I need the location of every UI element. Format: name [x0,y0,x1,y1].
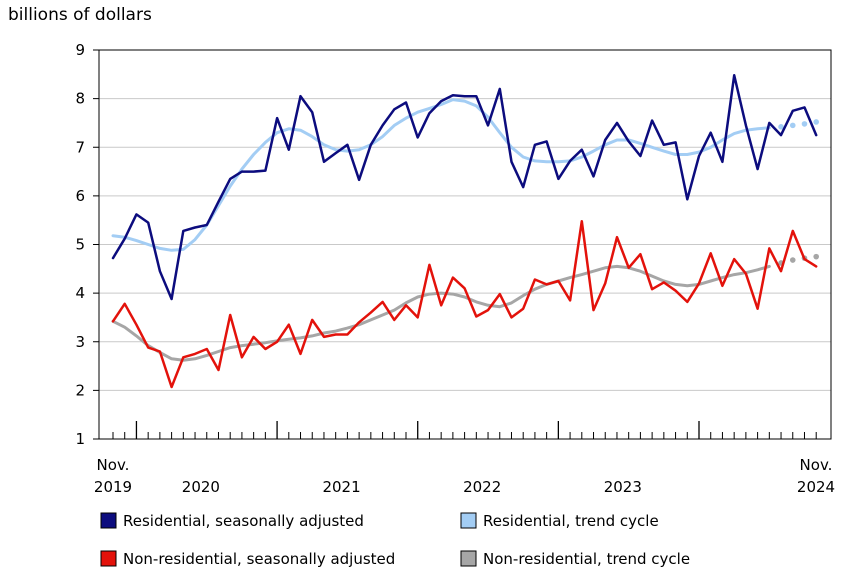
series-point-residential-trend-cycle [778,124,784,130]
x-axis-labels: Nov. 2019 Nov. 2024 2020 2021 2022 2023 [94,456,835,496]
y-tick-label: 2 [75,381,85,399]
y-tick-label: 5 [75,236,85,254]
x-start-month-label: Nov. [97,456,130,474]
y-tick-label: 3 [75,333,85,351]
y-tick-label: 8 [75,90,85,108]
legend-label-nonresidential-trend: Non-residential, trend cycle [483,550,690,568]
legend-swatch-nonresidential-sa [100,550,117,567]
y-tick-label: 9 [75,41,85,59]
series-line-residential-trend-cycle [111,98,771,252]
series-line-non-residential-trend-cycle [111,264,771,362]
series-point-residential-trend-cycle [801,121,808,127]
y-tick-label: 4 [75,284,85,302]
legend-label-residential-sa: Residential, seasonally adjusted [123,512,364,530]
series-point-residential-trend-cycle [789,122,796,129]
y-axis-ticks: 1 2 3 4 5 6 7 8 9 [75,41,99,448]
series-point-non-residential-trend-cycle [789,257,796,263]
x-year-label: 2020 [182,478,220,496]
legend-label-residential-trend: Residential, trend cycle [483,512,659,530]
series-line-non-residential-seasonally-adjusted [111,219,818,389]
legend: Residential, seasonally adjusted Residen… [100,512,690,568]
y-tick-label: 1 [75,430,85,448]
y-tick-label: 6 [75,187,85,205]
x-end-month-label: Nov. [800,456,833,474]
series-line-residential-seasonally-adjusted [111,74,818,301]
legend-swatch-residential-sa [100,512,117,529]
legend-swatch-residential-trend [460,512,477,529]
x-end-year-label: 2024 [797,478,835,496]
x-year-label: 2022 [463,478,501,496]
x-year-label: 2023 [604,478,642,496]
legend-label-nonresidential-sa: Non-residential, seasonally adjusted [123,550,395,568]
y-tick-label: 7 [75,138,85,156]
x-year-label: 2021 [322,478,360,496]
series-point-non-residential-trend-cycle [813,253,819,260]
x-axis-ticks [112,421,817,439]
legend-swatch-nonresidential-trend [460,550,477,567]
series-layer [111,74,819,389]
series-point-residential-trend-cycle [813,119,819,125]
x-start-year-label: 2019 [94,478,132,496]
y-axis-label: billions of dollars [8,5,152,25]
